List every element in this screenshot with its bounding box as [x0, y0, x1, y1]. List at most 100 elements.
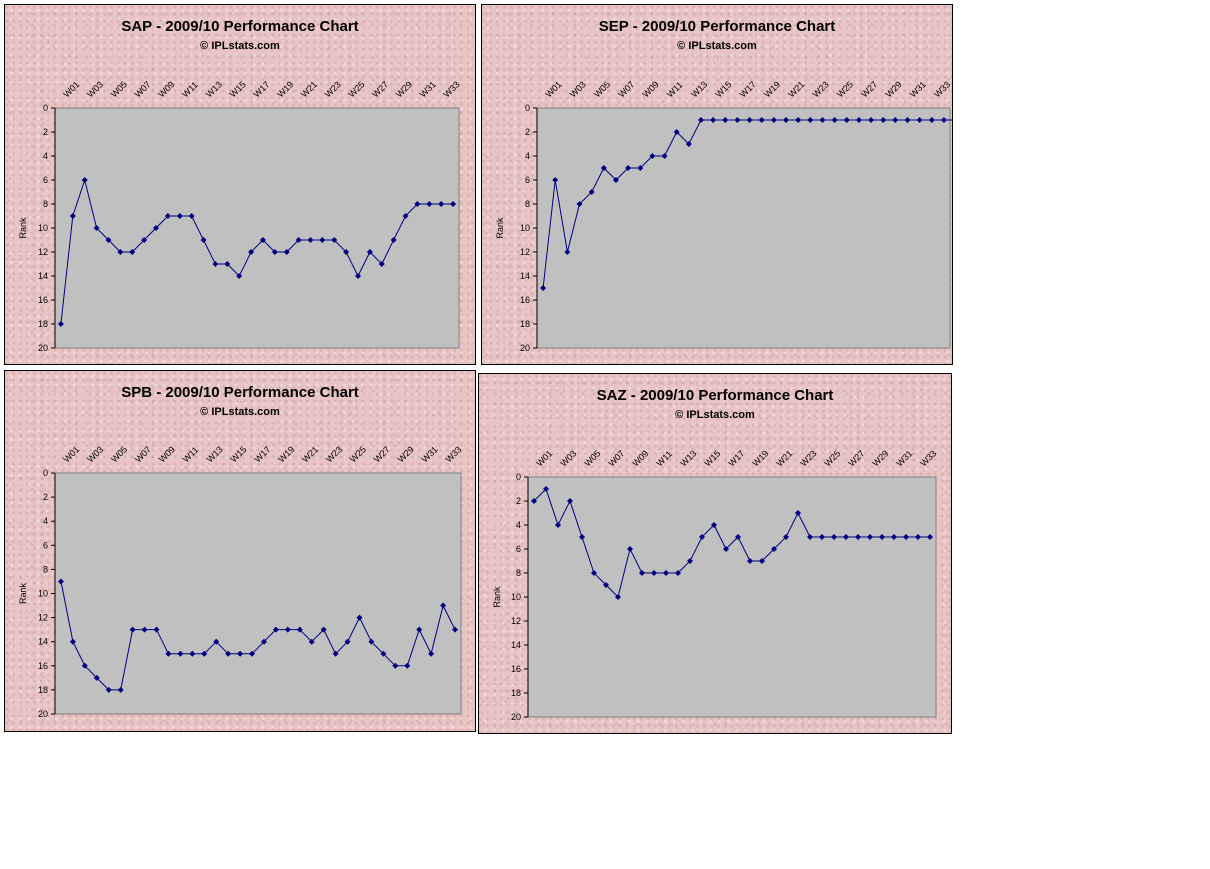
x-tick-label: W29 [870, 448, 890, 468]
data-point [576, 201, 583, 207]
data-point [390, 237, 397, 243]
x-tick-label: W15 [228, 79, 248, 99]
data-point [673, 129, 680, 135]
data-point [402, 213, 409, 219]
series-line [60, 581, 456, 691]
chart-panel-sap: SAP - 2009/10 Performance Chart © IPLstat… [4, 4, 476, 365]
data-point [69, 213, 76, 219]
x-tick-label: W17 [726, 448, 746, 468]
data-point [249, 650, 256, 657]
data-point [141, 626, 148, 633]
x-tick-label: W17 [251, 79, 271, 99]
data-point [392, 662, 399, 669]
x-tick-label: W03 [558, 448, 578, 468]
x-tick-label: W33 [932, 79, 952, 99]
data-point [759, 558, 765, 564]
x-tick-label: W07 [616, 79, 636, 99]
data-point [129, 249, 136, 255]
data-point [105, 686, 112, 693]
chart-title: SAP - 2009/10 Performance Chart [121, 18, 358, 35]
y-tick-label: 4 [43, 151, 48, 161]
data-point [416, 626, 423, 633]
data-point [236, 273, 243, 279]
x-tick-label: W21 [774, 448, 794, 468]
data-point [661, 153, 668, 159]
plot-area [527, 476, 937, 718]
x-tick-label: W07 [133, 444, 153, 464]
x-tick-label: W15 [713, 79, 733, 99]
data-point [807, 117, 814, 123]
x-tick-label: W27 [846, 448, 866, 468]
data-point [916, 117, 923, 123]
data-point [165, 650, 172, 657]
x-tick-label: W31 [418, 79, 438, 99]
x-tick-label: W23 [323, 79, 343, 99]
data-point [819, 534, 825, 540]
chart-panel-saz: SAZ - 2009/10 Performance Chart © IPLstat… [478, 373, 952, 734]
x-tick-label: W23 [798, 448, 818, 468]
plot-area [54, 107, 460, 349]
x-tick-label: W05 [592, 79, 612, 99]
x-tick-label: W19 [275, 79, 295, 99]
x-tick-label: W01 [61, 79, 81, 99]
data-point [891, 534, 897, 540]
data-point [105, 237, 112, 243]
data-point [319, 237, 326, 243]
data-point [283, 249, 290, 255]
data-point [855, 534, 861, 540]
y-tick-label: 10 [38, 589, 48, 599]
y-tick-label: 8 [43, 564, 48, 574]
data-point [331, 237, 338, 243]
data-point [843, 534, 849, 540]
y-tick-label: 12 [38, 613, 48, 623]
x-tick-label: W31 [894, 448, 914, 468]
y-tick-label: 12 [520, 247, 530, 257]
data-point [651, 570, 657, 576]
x-tick-label: W23 [324, 444, 344, 464]
data-point [69, 638, 76, 645]
chart-title: SEP - 2009/10 Performance Chart [599, 18, 836, 35]
y-tick-label: 8 [43, 199, 48, 209]
data-point [284, 626, 291, 633]
y-tick-label: 2 [43, 492, 48, 502]
x-tick-label: W29 [394, 79, 414, 99]
data-point [531, 498, 537, 504]
x-tick-label: W01 [61, 444, 81, 464]
y-tick-label: 2 [43, 127, 48, 137]
y-tick-label: 14 [511, 640, 521, 650]
data-point [711, 522, 717, 528]
data-point [600, 165, 607, 171]
data-point [344, 638, 351, 645]
data-point [783, 534, 789, 540]
x-tick-label: W19 [276, 444, 296, 464]
x-tick-label: W13 [689, 79, 709, 99]
data-point [940, 117, 947, 123]
data-point [710, 117, 717, 123]
data-point [129, 626, 136, 633]
series-line [533, 488, 930, 598]
data-point [904, 117, 911, 123]
data-point [153, 626, 160, 633]
data-point [308, 638, 315, 645]
data-point [438, 201, 445, 207]
x-tick-label: W33 [442, 79, 462, 99]
series-line [60, 178, 454, 325]
data-point [81, 662, 88, 669]
data-point [758, 117, 765, 123]
x-tick-label: W31 [908, 79, 928, 99]
x-tick-label: W19 [762, 79, 782, 99]
data-point [320, 626, 327, 633]
x-tick-label: W05 [582, 448, 602, 468]
x-tick-label: W05 [109, 79, 129, 99]
data-point [368, 638, 375, 645]
data-point [564, 249, 571, 255]
data-point [879, 534, 885, 540]
data-point [603, 582, 609, 588]
y-tick-label: 10 [38, 223, 48, 233]
data-point [770, 117, 777, 123]
x-tick-label: W09 [156, 79, 176, 99]
data-point [426, 201, 433, 207]
y-tick-label: 2 [525, 127, 530, 137]
data-point [771, 546, 777, 552]
x-tick-label: W03 [568, 79, 588, 99]
